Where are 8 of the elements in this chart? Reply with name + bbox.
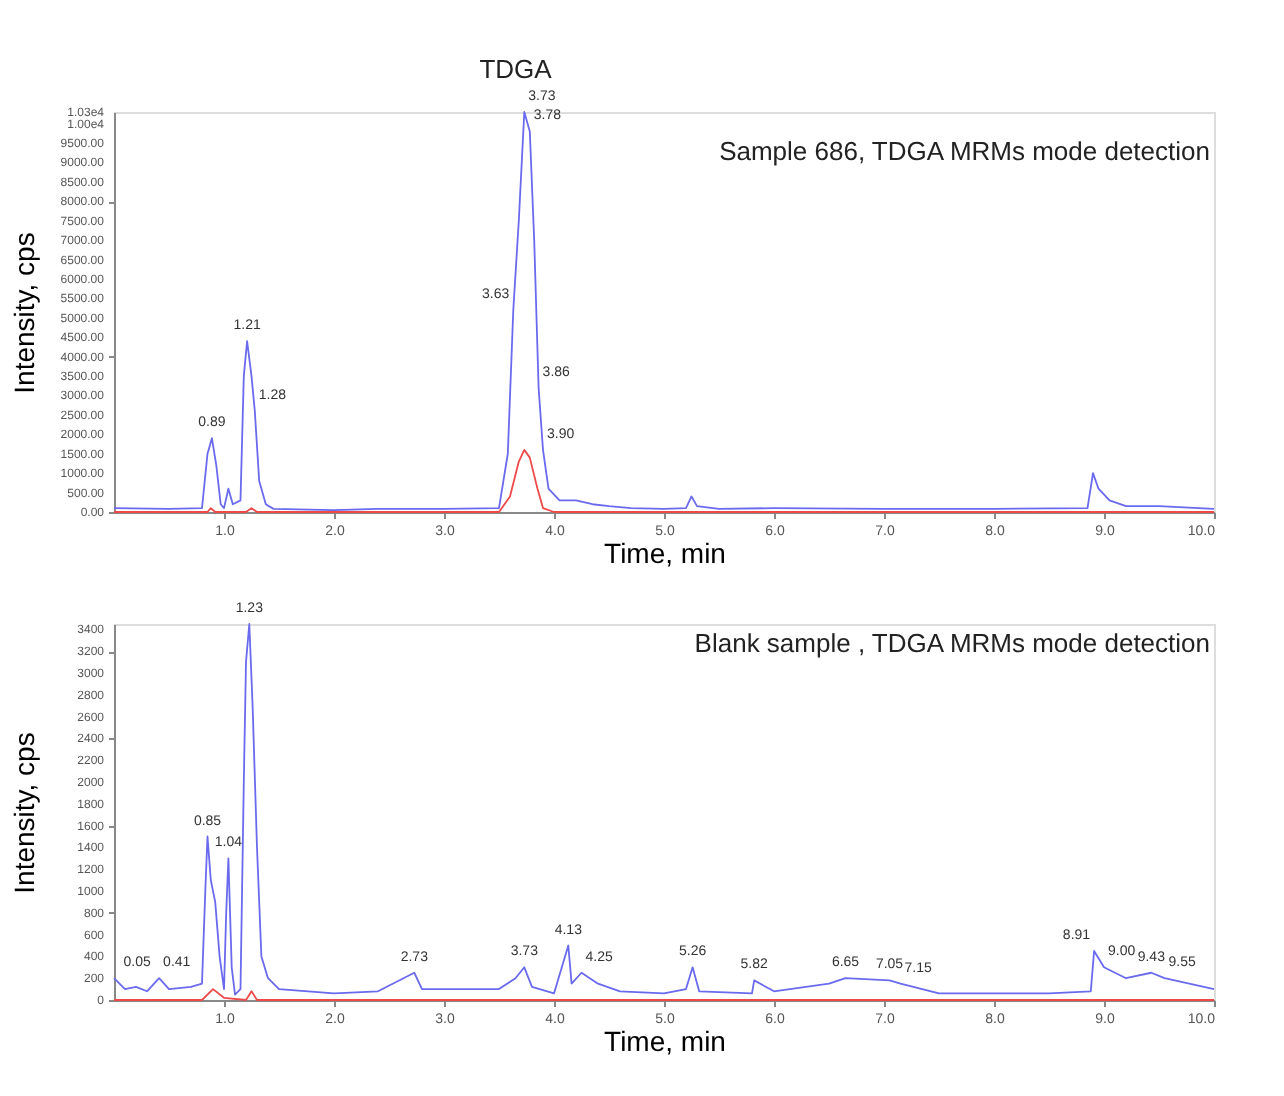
line-series: [113, 623, 1215, 996]
chart-title: Blank sample , TDGA MRMs mode detection: [694, 628, 1210, 658]
text: Sample 686, TDGA MRMs mode detection: [719, 136, 1210, 166]
y-axis-title: Intensity, cps: [8, 732, 40, 894]
x-axis-title: Time, min: [604, 1025, 726, 1057]
x-axis-title: Time, min: [604, 537, 726, 569]
text: TDGA: [479, 54, 553, 84]
y-axis-title: Intensity, cps: [8, 232, 40, 394]
